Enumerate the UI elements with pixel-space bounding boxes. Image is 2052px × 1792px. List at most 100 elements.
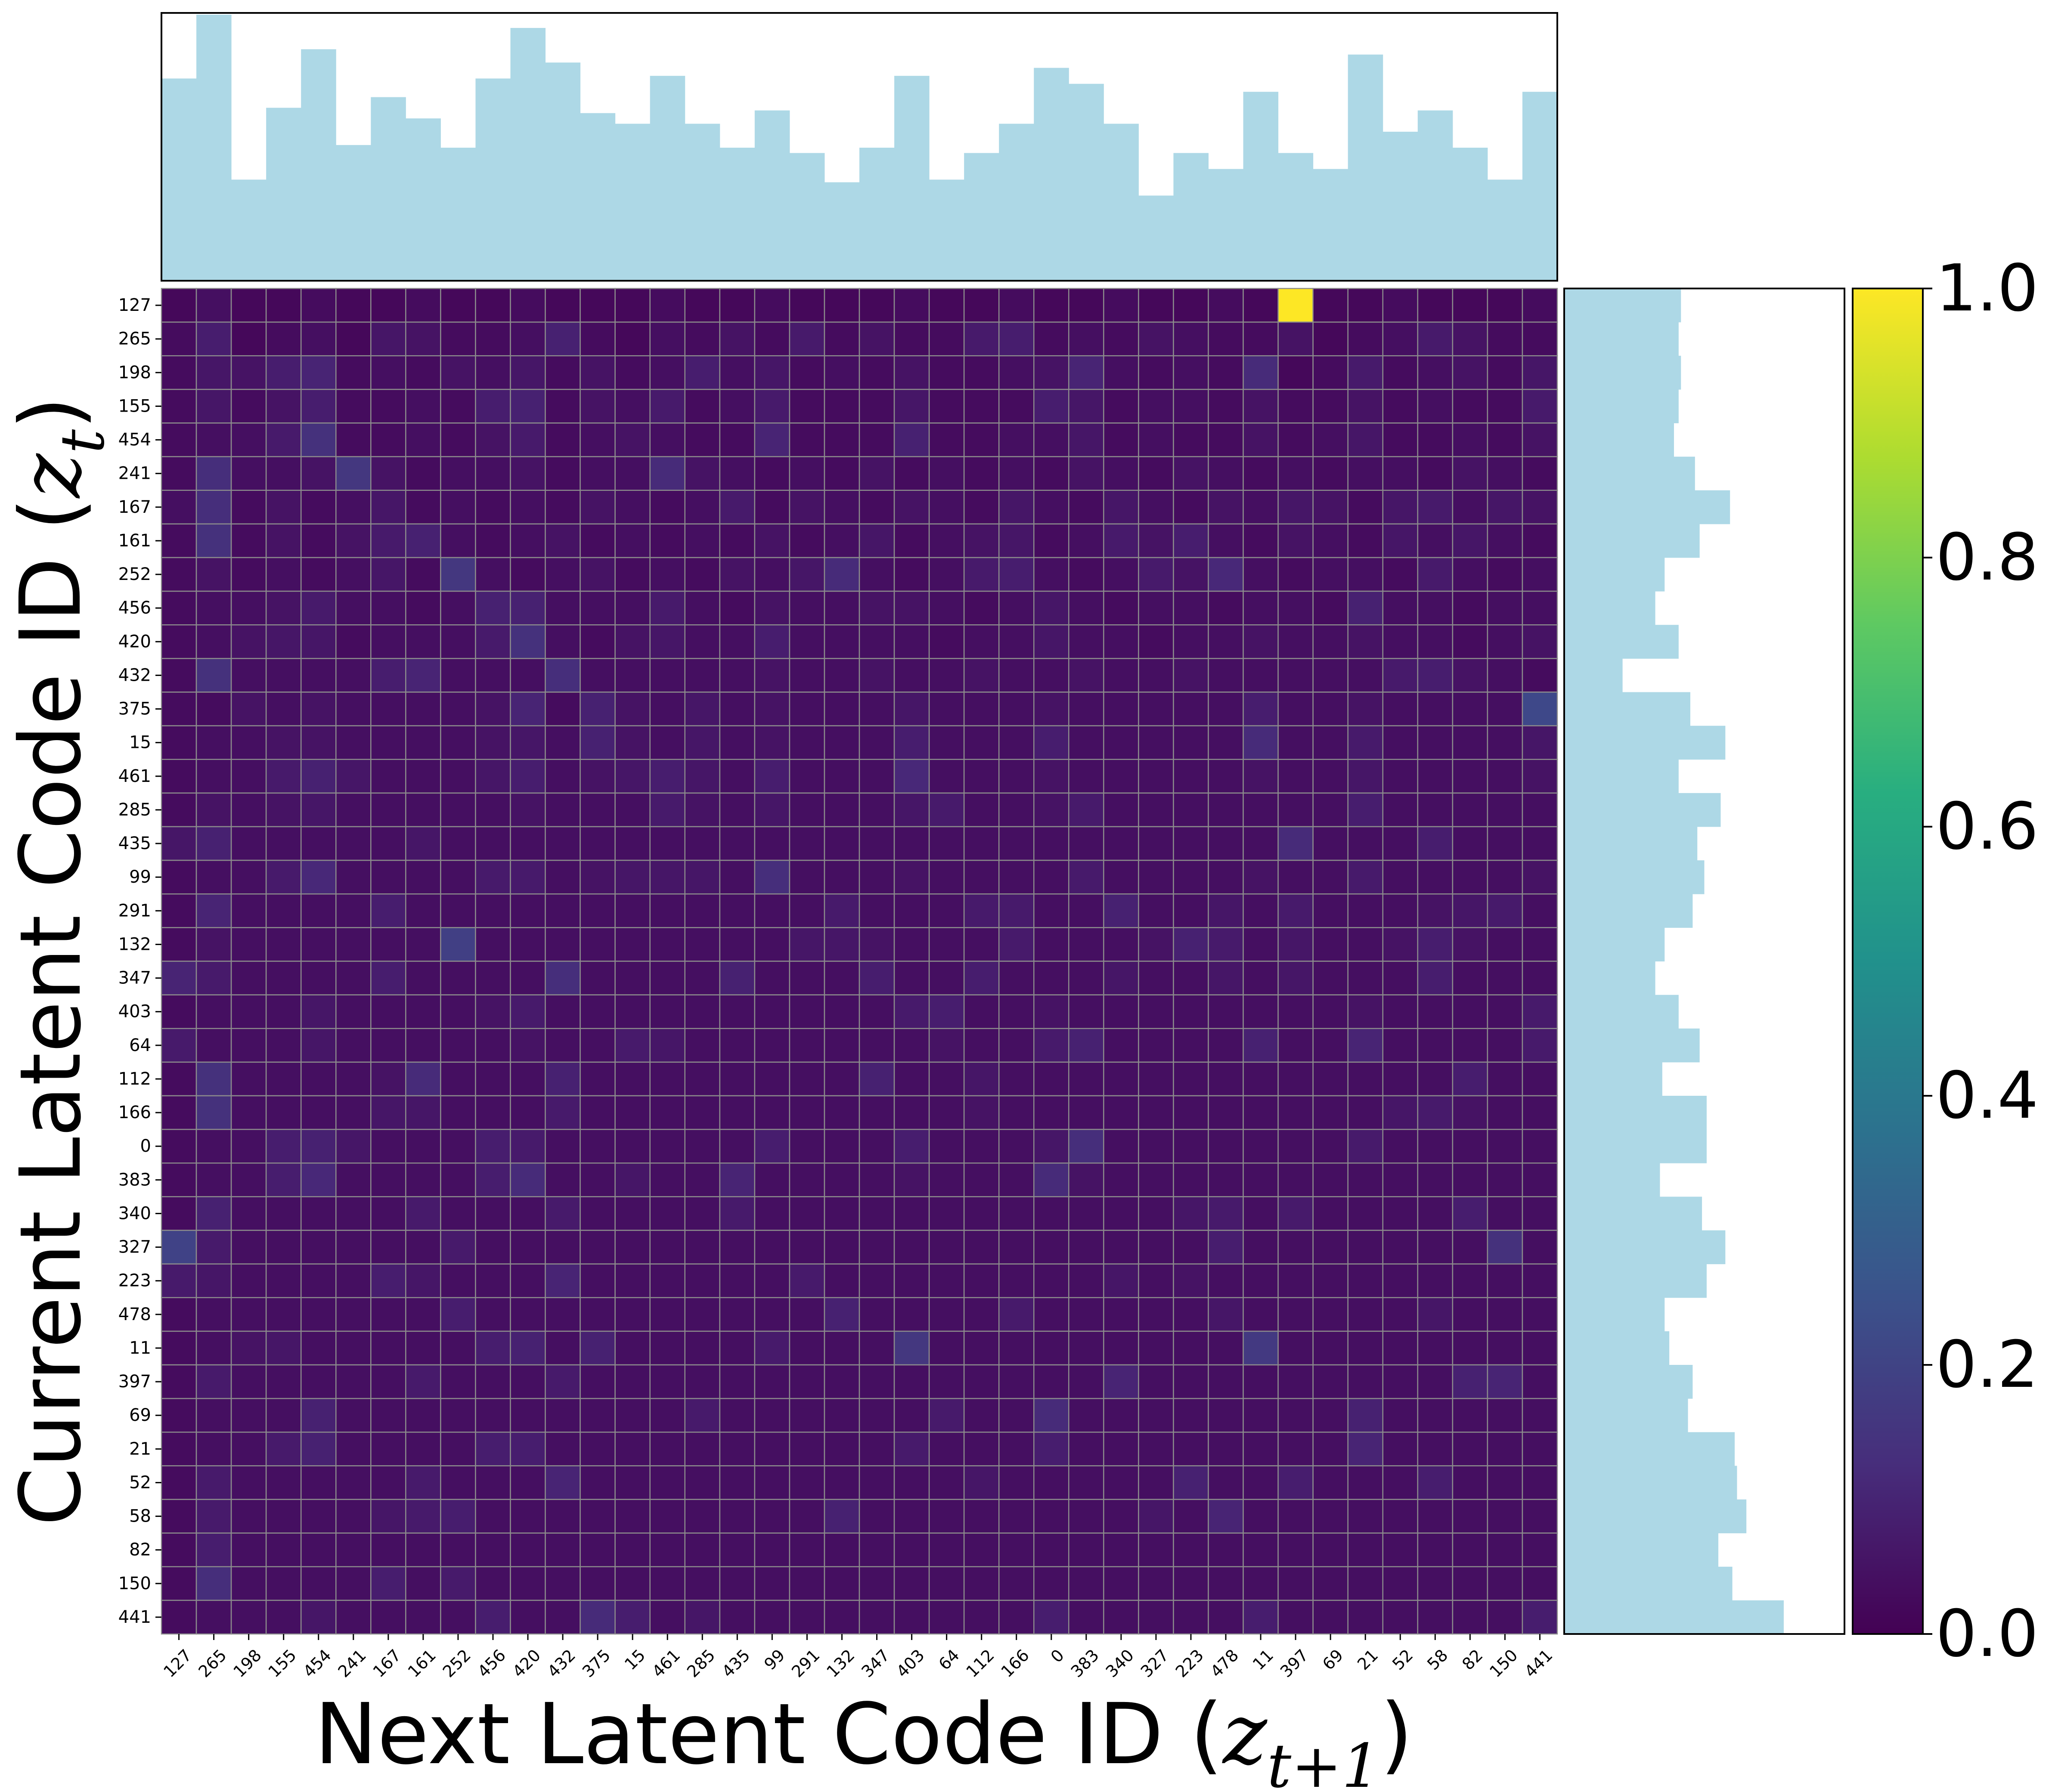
- top-marginal-bar: [929, 180, 964, 281]
- heatmap-cell: [1417, 759, 1454, 794]
- x-tick-label: 291: [788, 1646, 823, 1681]
- heatmap-cell: [859, 624, 895, 659]
- y-tick-label: 11: [129, 1338, 151, 1358]
- heatmap-cell: [1033, 994, 1069, 1029]
- heatmap-cell: [1452, 1532, 1488, 1567]
- heatmap-cell: [161, 893, 197, 928]
- heatmap-cell: [614, 1330, 651, 1366]
- heatmap-cell: [1208, 456, 1244, 491]
- heatmap-cell: [1417, 1499, 1454, 1534]
- heatmap-cell: [161, 1163, 197, 1197]
- heatmap-cell: [1243, 1330, 1279, 1366]
- heatmap-cell: [1173, 691, 1209, 726]
- heatmap-cell: [230, 927, 267, 962]
- heatmap-cell: [335, 1432, 372, 1466]
- heatmap-cell: [1522, 389, 1558, 424]
- heatmap-cell: [1452, 1600, 1488, 1635]
- heatmap-cell: [754, 927, 790, 962]
- heatmap-cell: [1033, 1432, 1069, 1466]
- y-tick-label: 347: [118, 968, 151, 988]
- heatmap-cell: [1452, 1330, 1488, 1366]
- heatmap-cell: [963, 1465, 1000, 1500]
- heatmap-cell: [195, 1061, 232, 1097]
- heatmap-cell: [1068, 658, 1104, 693]
- heatmap-cell: [1068, 1297, 1104, 1332]
- heatmap-cell: [161, 1061, 197, 1097]
- heatmap-cell: [719, 927, 756, 962]
- heatmap-cell: [405, 759, 441, 794]
- heatmap-cell: [1452, 859, 1488, 895]
- heatmap-cell: [370, 1263, 406, 1298]
- right-marginal-bar: [1564, 1331, 1670, 1365]
- heatmap-cell: [1382, 1297, 1419, 1332]
- heatmap-cell: [405, 422, 441, 457]
- heatmap-cell: [1417, 1061, 1454, 1097]
- heatmap-cell: [649, 1330, 685, 1366]
- heatmap-cell: [1347, 1330, 1383, 1366]
- heatmap-cell: [1068, 389, 1104, 424]
- heatmap-cell: [440, 792, 476, 828]
- heatmap-cell: [545, 1230, 581, 1265]
- heatmap-cell: [405, 1028, 441, 1063]
- heatmap-cell: [475, 725, 511, 760]
- heatmap-cell: [1277, 658, 1314, 693]
- heatmap-cell: [1347, 456, 1383, 491]
- heatmap-cell: [824, 1163, 860, 1197]
- heatmap-cell: [859, 557, 895, 592]
- heatmap-cell: [1487, 691, 1523, 726]
- heatmap-cell: [1208, 1163, 1244, 1197]
- heatmap-cell: [161, 422, 197, 457]
- heatmap-cell: [475, 1432, 511, 1466]
- heatmap-cell: [963, 658, 1000, 693]
- heatmap-cell: [1277, 624, 1314, 659]
- heatmap-cell: [1243, 1398, 1279, 1433]
- heatmap-cell: [1522, 725, 1558, 760]
- heatmap-cell: [1208, 759, 1244, 794]
- top-marginal-bar: [440, 148, 476, 281]
- heatmap-cell: [1487, 1330, 1523, 1366]
- heatmap-cell: [195, 1297, 232, 1332]
- heatmap-cell: [1452, 1028, 1488, 1063]
- x-tick-label: 347: [858, 1646, 893, 1681]
- heatmap-cell: [405, 927, 441, 962]
- heatmap-cell: [1312, 1230, 1348, 1265]
- right-marginal-bar: [1564, 725, 1726, 760]
- heatmap-cell: [580, 658, 616, 693]
- heatmap-cell: [1382, 1465, 1419, 1500]
- heatmap-cell: [614, 389, 651, 424]
- heatmap-cell: [1068, 927, 1104, 962]
- heatmap-cell: [1312, 288, 1348, 323]
- right-marginal-bar: [1564, 1297, 1665, 1332]
- heatmap-cell: [265, 389, 302, 424]
- heatmap-cell: [1382, 826, 1419, 861]
- y-tick-label: 441: [118, 1607, 151, 1627]
- heatmap-cell: [580, 1095, 616, 1130]
- heatmap-cell: [230, 1263, 267, 1298]
- heatmap-cell: [1138, 691, 1174, 726]
- heatmap-cell: [1382, 1432, 1419, 1466]
- heatmap-cell: [859, 590, 895, 626]
- top-marginal-bar: [754, 110, 790, 281]
- heatmap-cell: [963, 1330, 1000, 1366]
- heatmap-cell: [1312, 1364, 1348, 1399]
- heatmap-cell: [230, 759, 267, 794]
- heatmap-cell: [1243, 1061, 1279, 1097]
- axis-label-close: ): [1380, 1685, 1413, 1783]
- heatmap-cell: [370, 321, 406, 357]
- heatmap-cell: [300, 691, 337, 726]
- heatmap-cell: [440, 1499, 476, 1534]
- heatmap-cell: [1522, 1398, 1558, 1433]
- heatmap-cell: [719, 1432, 756, 1466]
- heatmap-cell: [614, 658, 651, 693]
- heatmap-cell: [440, 1364, 476, 1399]
- heatmap-cell: [370, 557, 406, 592]
- heatmap-cell: [614, 826, 651, 861]
- heatmap-cell: [928, 590, 965, 626]
- heatmap-cell: [1522, 1499, 1558, 1534]
- heatmap-cell: [719, 893, 756, 928]
- heatmap-cell: [545, 725, 581, 760]
- heatmap-cell: [859, 1364, 895, 1399]
- heatmap-cell: [580, 321, 616, 357]
- heatmap-cell: [1487, 321, 1523, 357]
